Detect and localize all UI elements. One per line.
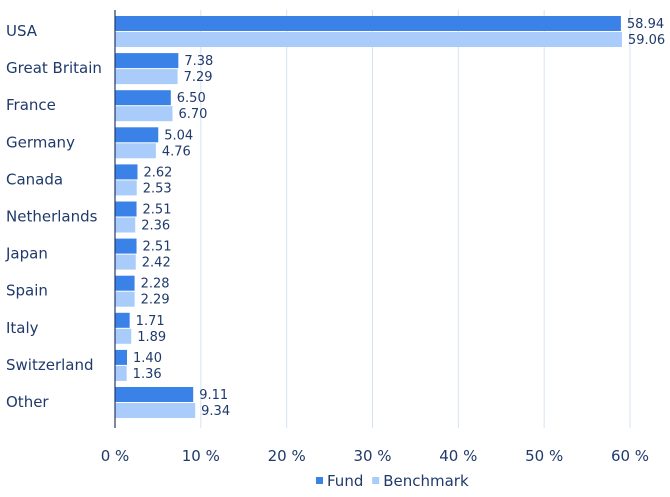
benchmark-value-label: 2.29 <box>141 293 170 308</box>
benchmark-legend-label: Benchmark <box>383 472 469 490</box>
fund-bar <box>115 16 621 31</box>
fund-bar <box>115 201 137 217</box>
benchmark-legend-swatch <box>372 477 380 484</box>
fund-bar <box>115 90 171 106</box>
fund-bar <box>115 349 128 365</box>
fund-value-label: 7.38 <box>184 54 213 69</box>
value-labels: 58.9459.067.387.296.506.705.044.762.622.… <box>133 17 665 419</box>
category-label: Other <box>6 393 49 411</box>
benchmark-value-label: 2.36 <box>141 219 170 234</box>
benchmark-value-label: 59.06 <box>628 33 665 48</box>
category-label: Netherlands <box>6 208 98 226</box>
benchmark-bar <box>115 403 196 418</box>
x-tick-label: 30 % <box>353 447 391 465</box>
benchmark-bar <box>115 143 156 159</box>
x-tick-labels: 0 % 10 % 20 % 30 % 40 % 50 % 60 % <box>101 447 649 465</box>
fund-bar <box>115 275 135 291</box>
benchmark-bar <box>115 254 136 270</box>
category-label: Japan <box>5 245 48 263</box>
category-label: Canada <box>6 170 63 188</box>
benchmark-bar <box>115 180 137 196</box>
fund-value-label: 2.51 <box>143 240 172 255</box>
benchmark-value-label: 1.89 <box>137 330 166 345</box>
category-label: Switzerland <box>6 356 94 374</box>
fund-value-label: 1.71 <box>136 314 165 329</box>
fund-bar <box>115 164 138 180</box>
category-label: Great Britain <box>6 59 102 77</box>
benchmark-bar <box>115 32 622 47</box>
fund-value-label: 58.94 <box>627 17 664 32</box>
benchmark-bar <box>115 106 173 122</box>
fund-bar <box>115 53 179 69</box>
benchmark-value-label: 4.76 <box>162 144 191 159</box>
fund-value-label: 5.04 <box>164 128 193 143</box>
fund-legend-label: Fund <box>327 472 363 490</box>
fund-value-label: 6.50 <box>177 91 206 106</box>
gridlines <box>200 10 631 428</box>
benchmark-value-label: 1.36 <box>133 367 162 382</box>
benchmark-value-label: 9.34 <box>201 404 230 419</box>
x-tick-label: 60 % <box>611 447 649 465</box>
category-label: Spain <box>6 282 48 300</box>
x-tick-label: 50 % <box>525 447 563 465</box>
fund-bar <box>115 238 137 254</box>
benchmark-value-label: 7.29 <box>184 70 213 85</box>
benchmark-bar <box>115 328 132 344</box>
benchmark-value-label: 6.70 <box>179 107 208 122</box>
benchmark-value-label: 2.53 <box>143 181 172 196</box>
fund-value-label: 9.11 <box>199 388 228 403</box>
fund-value-label: 2.62 <box>143 165 172 180</box>
fund-legend-swatch <box>316 477 323 484</box>
legend: Fund Benchmark <box>316 472 469 490</box>
bars <box>115 16 622 418</box>
category-label: Italy <box>6 319 39 337</box>
fund-bar <box>115 387 194 402</box>
fund-value-label: 2.28 <box>141 277 170 292</box>
fund-value-label: 1.40 <box>133 351 162 366</box>
category-labels: USA Great Britain France Germany Canada Nethe… <box>5 22 102 411</box>
benchmark-bar <box>115 217 136 233</box>
benchmark-bar <box>115 365 127 381</box>
x-tick-label: 40 % <box>439 447 477 465</box>
x-tick-label: 0 % <box>101 447 130 465</box>
category-label: France <box>6 96 56 114</box>
category-label: Germany <box>6 133 75 151</box>
benchmark-bar <box>115 291 135 307</box>
fund-bar <box>115 312 130 328</box>
fund-bar <box>115 127 159 143</box>
benchmark-bar <box>115 69 178 85</box>
x-tick-label: 20 % <box>268 447 306 465</box>
benchmark-value-label: 2.42 <box>142 256 171 271</box>
category-label: USA <box>6 22 38 40</box>
x-tick-label: 10 % <box>182 447 220 465</box>
fund-value-label: 2.51 <box>143 203 172 218</box>
